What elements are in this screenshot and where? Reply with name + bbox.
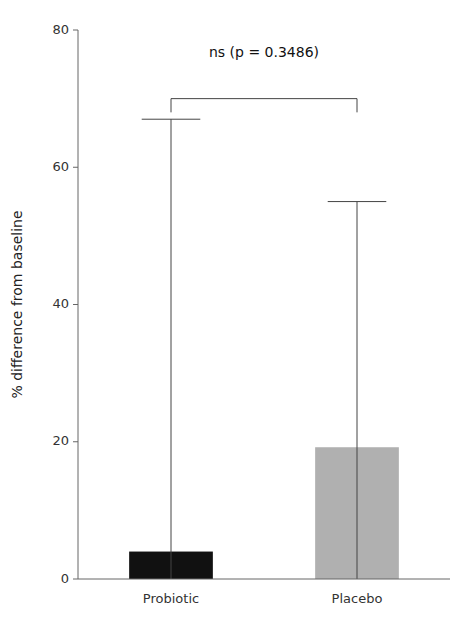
error-bar (171, 119, 172, 579)
significance-bracket (171, 99, 357, 113)
y-tick (73, 30, 78, 31)
error-bar (357, 202, 358, 579)
chart-svg: 0 20 40 60 80 Probiotic Placebo % difference fr… (0, 0, 474, 631)
y-tick (73, 167, 78, 168)
y-tick-label: 80 (52, 22, 69, 37)
y-tick-label: 0 (61, 571, 69, 586)
x-axis-line (78, 579, 450, 580)
y-axis-line (78, 30, 79, 579)
y-axis-label: % difference from baseline (9, 210, 25, 398)
y-tick-label: 20 (52, 433, 69, 448)
y-tick-label: 60 (52, 159, 69, 174)
x-tick-label: Placebo (332, 591, 383, 606)
chart-container: 0 20 40 60 80 Probiotic Placebo % difference fr… (0, 0, 474, 631)
significance-label: ns (p = 0.3486) (209, 44, 319, 60)
y-tick (73, 304, 78, 305)
plot-area (129, 119, 399, 579)
x-tick-label: Probiotic (143, 591, 199, 606)
y-tick (73, 441, 78, 442)
y-tick-label: 40 (52, 296, 69, 311)
y-tick (73, 579, 78, 580)
error-cap (328, 201, 387, 202)
error-cap (142, 119, 201, 120)
